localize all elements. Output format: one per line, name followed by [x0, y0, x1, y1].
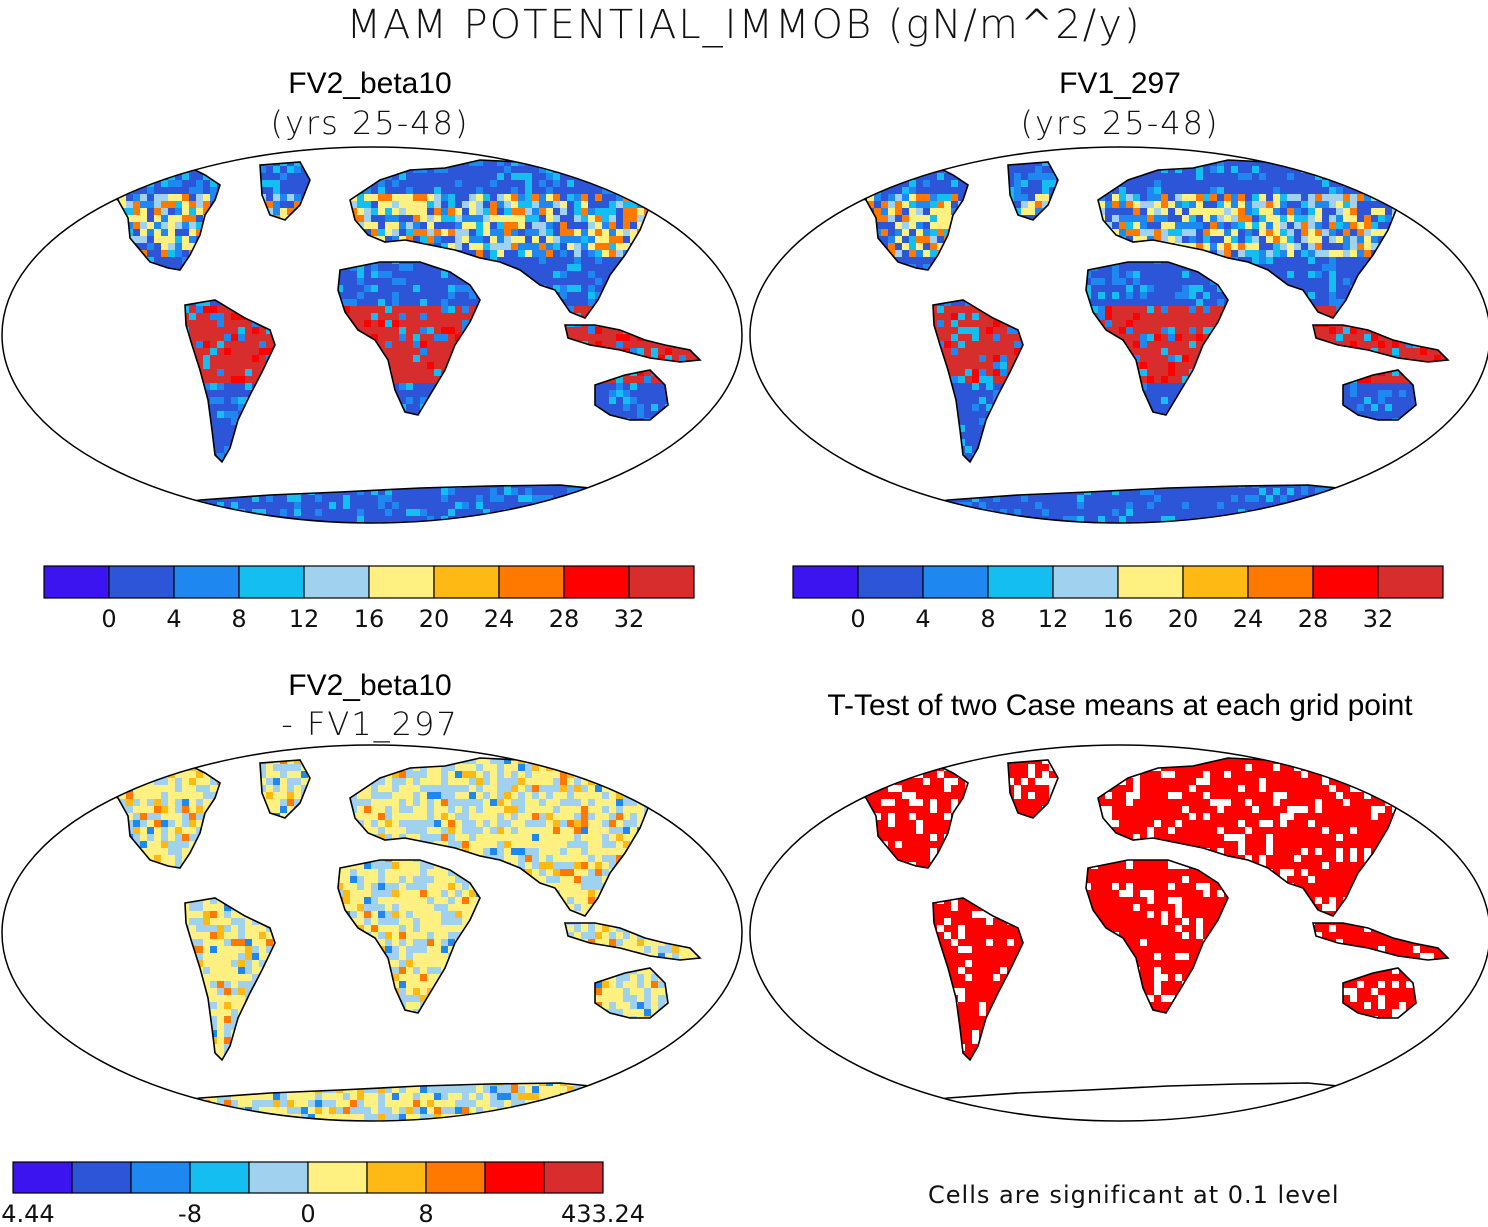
- colorbar-segment: [425, 1161, 486, 1194]
- colorbar-tick-label: 24: [484, 605, 515, 633]
- map-panel-ttest: [749, 744, 1488, 1122]
- coastline-southAmerica: [184, 299, 276, 464]
- colorbar-segment: [857, 565, 924, 599]
- colorbar-tick-label: 32: [614, 605, 645, 633]
- colorbar-fv2: 0 4 8 12 16 20 24 28 32: [43, 565, 695, 633]
- colorbar-tick-label: 0: [101, 605, 116, 633]
- colorbar-tick-label: 16: [1103, 605, 1134, 633]
- colorbar-tick-label: 20: [419, 605, 450, 633]
- coastline-indonesia: [1311, 324, 1450, 363]
- figure-title: MAM POTENTIAL_IMMOB (gN/m^2/y): [0, 0, 1488, 50]
- colorbar-tick-label: 12: [1038, 605, 1069, 633]
- significance-note: Cells are significant at 0.1 level: [928, 1181, 1340, 1209]
- colorbar-segment: [987, 565, 1054, 599]
- colorbar-segment: [628, 565, 695, 599]
- panel2-subtitle: (yrs 25-48): [870, 104, 1370, 142]
- colorbar-tick-label: 32: [1363, 605, 1394, 633]
- coastline-greenland: [259, 161, 311, 221]
- colorbar-segment: [238, 565, 305, 599]
- colorbar-tick-label: 0: [850, 605, 865, 633]
- colorbar-tick-label: -8: [178, 1200, 202, 1227]
- colorbar-tick-label: 28: [1298, 605, 1329, 633]
- map-border: [749, 146, 1488, 524]
- colorbar-segment: [248, 1161, 309, 1194]
- colorbar-tick-label: 433.24: [561, 1200, 645, 1227]
- colorbar-segment: [498, 565, 565, 599]
- colorbar-segment: [1117, 565, 1184, 599]
- colorbar-tick-label: 24: [1233, 605, 1264, 633]
- colorbar-segment: [130, 1161, 191, 1194]
- coastline-australia: [1342, 967, 1417, 1019]
- coastline-greenland: [1007, 161, 1059, 221]
- coastline-australia: [594, 369, 669, 421]
- coastline-southAmerica: [932, 897, 1024, 1062]
- colorbar-segment: [792, 565, 859, 599]
- coastline-indonesia: [563, 922, 702, 961]
- colorbar-tick-label: 20: [1168, 605, 1199, 633]
- colorbar-segment: [366, 1161, 427, 1194]
- coastline-africa: [337, 859, 481, 1014]
- colorbar-segment: [173, 565, 240, 599]
- coastline-eurasia: [1097, 757, 1399, 917]
- coastline-eurasia: [349, 757, 651, 917]
- panel1-subtitle: (yrs 25-48): [120, 104, 620, 142]
- colorbar-tick-label: 4: [915, 605, 930, 633]
- colorbar-segment: [1182, 565, 1249, 599]
- colorbar-tick-label: 28: [549, 605, 580, 633]
- coastline-greenland: [259, 759, 311, 819]
- colorbar-segment: [1052, 565, 1119, 599]
- colorbar-segment: [1247, 565, 1314, 599]
- coastline-southAmerica: [184, 897, 276, 1062]
- colorbar-tick-label: 8: [418, 1200, 433, 1227]
- colorbar-segment: [563, 565, 630, 599]
- colorbar-tick-label: 8: [231, 605, 246, 633]
- map-border: [1, 146, 743, 524]
- colorbar-segment: [108, 565, 175, 599]
- coastline-indonesia: [1311, 922, 1450, 961]
- colorbar-segment: [307, 1161, 368, 1194]
- colorbar-segment: [433, 565, 500, 599]
- colorbar-tick-label: -44.44: [0, 1200, 55, 1227]
- colorbar-segment: [189, 1161, 250, 1194]
- coastline-eurasia: [349, 159, 651, 319]
- coastline-indonesia: [563, 324, 702, 363]
- coastline-africa: [1085, 261, 1229, 416]
- coastline-southAmerica: [932, 299, 1024, 464]
- panel1-title: FV2_beta10: [120, 66, 620, 102]
- coastline-eurasia: [1097, 159, 1399, 319]
- colorbar-segment: [43, 565, 110, 599]
- coastline-africa: [337, 261, 481, 416]
- coastline-greenland: [1007, 759, 1059, 819]
- colorbar-difference: -44.44 -8 0 8 433.24: [0, 1161, 645, 1227]
- panel3-subtitle: - FV1_297: [120, 705, 620, 743]
- colorbar-fv1: 0 4 8 12 16 20 24 28 32: [792, 565, 1444, 633]
- colorbar-segment: [484, 1161, 545, 1194]
- colorbar-segment: [71, 1161, 132, 1194]
- colorbar-tick-label: 12: [289, 605, 320, 633]
- colorbar-segment: [543, 1161, 604, 1194]
- colorbar-segment: [1312, 565, 1379, 599]
- coastline-australia: [594, 967, 669, 1019]
- colorbar-segment: [922, 565, 989, 599]
- colorbar-segment: [368, 565, 435, 599]
- coastline-africa: [1085, 859, 1229, 1014]
- map-panel-fv2: [1, 146, 743, 524]
- panel4-title: T-Test of two Case means at each grid po…: [770, 688, 1470, 724]
- map-border: [749, 744, 1488, 1122]
- map-panel-difference: [1, 744, 743, 1122]
- colorbar-segment: [303, 565, 370, 599]
- map-border: [1, 744, 743, 1122]
- coastline-australia: [1342, 369, 1417, 421]
- colorbar-tick-label: 4: [166, 605, 181, 633]
- colorbar-segment: [12, 1161, 73, 1194]
- colorbar-segment: [1377, 565, 1444, 599]
- panel3-title: FV2_beta10: [120, 668, 620, 704]
- map-panel-fv1: [749, 146, 1488, 524]
- colorbar-tick-label: 16: [354, 605, 385, 633]
- panel2-title: FV1_297: [870, 66, 1370, 102]
- colorbar-tick-label: 8: [980, 605, 995, 633]
- colorbar-tick-label: 0: [300, 1200, 315, 1227]
